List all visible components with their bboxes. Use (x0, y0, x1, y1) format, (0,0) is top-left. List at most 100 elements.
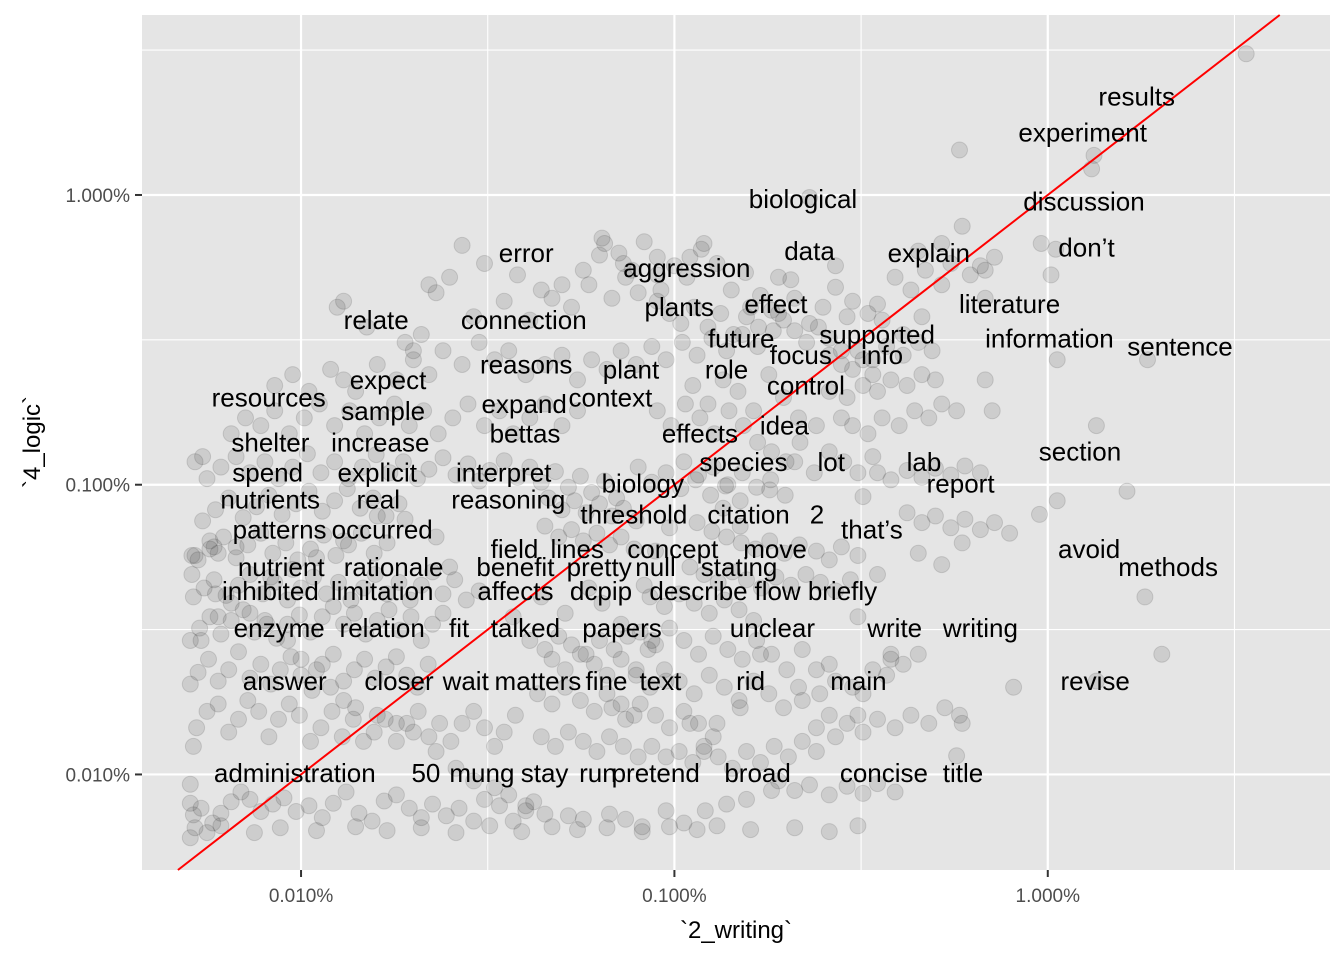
data-point (703, 329, 721, 347)
data-point (328, 298, 346, 316)
data-point (194, 448, 212, 466)
word-label: papers (582, 613, 662, 643)
data-point (704, 627, 722, 645)
data-point (434, 342, 452, 360)
data-point (230, 710, 247, 728)
word-label: lab (907, 447, 942, 477)
data-point (894, 326, 912, 343)
data-point (820, 443, 838, 461)
data-point (898, 504, 916, 522)
data-point (341, 402, 359, 420)
data-point (786, 453, 804, 471)
data-point (453, 356, 471, 373)
data-point (745, 612, 763, 629)
data-points (181, 45, 1255, 847)
data-point (217, 586, 235, 604)
data-point (571, 692, 589, 709)
data-point (854, 685, 872, 703)
data-point (183, 547, 201, 564)
data-point (258, 615, 276, 633)
data-point (617, 810, 635, 828)
data-point (678, 268, 696, 286)
data-point (832, 409, 850, 427)
data-point (601, 728, 618, 746)
data-point (936, 699, 954, 717)
data-point (748, 632, 766, 649)
data-point (598, 819, 616, 837)
data-point (765, 737, 783, 755)
data-point (308, 661, 325, 679)
data-point (849, 706, 867, 724)
data-point (705, 425, 723, 443)
data-point (718, 342, 736, 360)
data-point (770, 772, 787, 790)
data-point (864, 351, 882, 369)
data-point (617, 268, 635, 286)
data-point (854, 488, 872, 506)
data-point (230, 643, 247, 661)
word-label: concise (840, 758, 928, 788)
data-point (827, 278, 844, 296)
data-point (204, 814, 222, 832)
data-point (797, 566, 815, 583)
data-point (681, 714, 699, 732)
data-point (971, 464, 989, 482)
data-point (266, 402, 284, 420)
data-point (290, 606, 308, 624)
data-point (200, 650, 217, 668)
word-label: rid (736, 666, 765, 696)
data-point (909, 242, 927, 260)
data-point (704, 458, 722, 476)
data-point (412, 576, 430, 594)
data-point (749, 433, 767, 451)
data-point (239, 692, 257, 709)
data-point (782, 271, 800, 289)
word-label: nutrient (238, 552, 325, 582)
data-point (559, 478, 577, 496)
data-point (763, 301, 780, 319)
data-point (690, 645, 707, 663)
data-point (631, 623, 649, 641)
data-point (481, 817, 499, 835)
data-point (529, 685, 547, 703)
data-point (553, 346, 571, 364)
data-point (366, 669, 384, 687)
data-point (254, 585, 272, 603)
data-point (854, 784, 872, 802)
data-point (181, 829, 199, 847)
data-point (305, 568, 322, 586)
word-label: error (499, 238, 554, 268)
data-point (849, 547, 867, 564)
data-point (491, 797, 508, 815)
data-point (873, 409, 891, 427)
data-point (420, 728, 438, 746)
word-label: write (866, 613, 922, 643)
data-point (869, 295, 886, 313)
data-point (661, 619, 678, 637)
data-point (495, 292, 513, 310)
data-point (1237, 45, 1255, 63)
word-label: fine (586, 666, 628, 696)
data-point (352, 524, 370, 542)
data-point (657, 464, 675, 482)
data-point (1136, 588, 1154, 606)
data-point (643, 737, 661, 755)
word-label: title (943, 758, 983, 788)
data-point (434, 604, 452, 622)
data-point (378, 534, 396, 552)
word-label: patterns (233, 515, 327, 545)
data-point (786, 322, 804, 340)
data-point (500, 342, 518, 360)
data-point (841, 571, 859, 589)
data-point (665, 257, 683, 275)
data-point (956, 457, 974, 475)
data-point (550, 627, 568, 645)
data-point (220, 661, 238, 679)
data-point (356, 650, 374, 668)
data-point (312, 719, 330, 737)
data-point (347, 382, 365, 400)
data-point (326, 492, 344, 510)
word-label: 50 (411, 758, 440, 788)
data-point (335, 532, 353, 550)
data-point (556, 678, 574, 696)
